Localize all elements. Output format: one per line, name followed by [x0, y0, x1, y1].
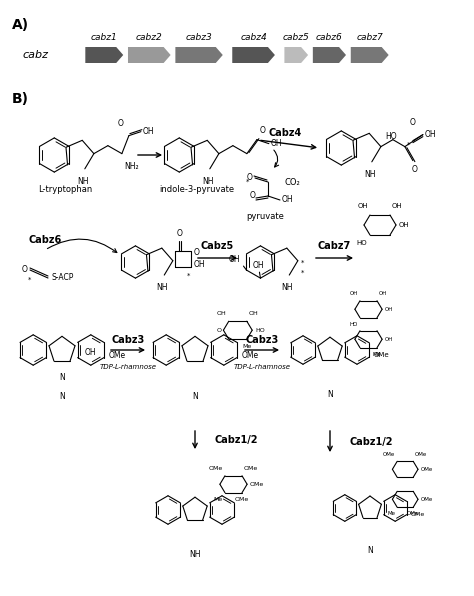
Text: O: O — [247, 173, 253, 182]
Text: O: O — [412, 164, 418, 173]
Text: *: * — [301, 270, 304, 276]
Text: O: O — [177, 229, 183, 238]
Text: NH: NH — [282, 283, 293, 292]
Text: HO: HO — [356, 240, 367, 246]
Text: OH: OH — [399, 222, 410, 228]
Text: cabz6: cabz6 — [316, 33, 343, 42]
Text: NH: NH — [156, 283, 168, 292]
Text: O: O — [22, 265, 28, 275]
Text: Me: Me — [387, 511, 395, 516]
Text: OH: OH — [217, 311, 227, 316]
Text: HO: HO — [385, 132, 397, 141]
Text: cabz7: cabz7 — [356, 33, 383, 42]
Text: Me: Me — [242, 344, 251, 349]
Text: OH: OH — [385, 337, 393, 342]
Text: TDP-L-rhamnose: TDP-L-rhamnose — [100, 364, 156, 370]
Text: HO: HO — [255, 328, 265, 333]
Text: OMe: OMe — [109, 351, 126, 360]
Text: Cabz7: Cabz7 — [318, 241, 351, 251]
Text: N: N — [327, 390, 333, 399]
Text: OMe: OMe — [421, 497, 433, 502]
Text: OMe: OMe — [407, 511, 419, 516]
Text: OMe: OMe — [242, 351, 259, 360]
Text: *: * — [301, 260, 304, 266]
Polygon shape — [232, 47, 275, 63]
Text: N: N — [59, 373, 65, 382]
Text: OH: OH — [194, 260, 205, 269]
Text: O: O — [250, 191, 256, 200]
Text: OH: OH — [350, 291, 358, 296]
Text: OH: OH — [271, 139, 283, 148]
Text: N: N — [192, 392, 198, 401]
Text: OMe: OMe — [244, 465, 258, 471]
Text: OH: OH — [357, 203, 368, 209]
Text: N: N — [367, 546, 373, 555]
Text: OH: OH — [379, 291, 387, 296]
Text: cabz2: cabz2 — [136, 33, 163, 42]
Text: *: * — [187, 273, 191, 279]
Text: OMe: OMe — [250, 482, 264, 487]
Text: *: * — [407, 142, 410, 148]
Text: Cabz5: Cabz5 — [201, 241, 234, 251]
Text: OMe: OMe — [421, 467, 433, 472]
Text: O: O — [217, 328, 221, 333]
Text: CO₂: CO₂ — [285, 178, 301, 187]
Text: O: O — [118, 119, 124, 128]
Text: Cabz1/2: Cabz1/2 — [215, 435, 258, 445]
Text: OH: OH — [253, 261, 264, 270]
Text: NH₂: NH₂ — [124, 162, 138, 170]
Polygon shape — [313, 47, 346, 63]
Text: Me: Me — [214, 496, 223, 502]
Text: OH: OH — [392, 203, 402, 209]
Text: OH: OH — [229, 255, 240, 264]
Text: OMe: OMe — [374, 352, 389, 358]
Text: indole-3-pyruvate: indole-3-pyruvate — [159, 185, 235, 194]
Text: OMe: OMe — [410, 512, 425, 517]
Text: Cabz3: Cabz3 — [246, 335, 279, 345]
Text: cabz5: cabz5 — [283, 33, 310, 42]
Text: OMe: OMe — [209, 465, 223, 471]
Text: OMe: OMe — [415, 452, 428, 457]
Polygon shape — [85, 47, 123, 63]
Text: S-ACP: S-ACP — [52, 274, 74, 283]
Text: OH: OH — [143, 127, 155, 136]
Text: B): B) — [12, 92, 29, 106]
Text: NH: NH — [189, 550, 201, 559]
Text: O: O — [410, 117, 416, 126]
Text: Cabz1/2: Cabz1/2 — [350, 437, 393, 447]
Text: *: * — [28, 277, 32, 283]
Text: NH: NH — [202, 177, 214, 186]
Text: NH: NH — [77, 177, 89, 186]
Text: HO: HO — [350, 322, 358, 327]
Polygon shape — [175, 47, 223, 63]
Text: OMe: OMe — [383, 452, 395, 457]
Text: OH: OH — [249, 311, 258, 316]
Text: *: * — [246, 179, 250, 185]
Text: TDP-L-rhamnose: TDP-L-rhamnose — [234, 364, 291, 370]
Text: cabz4: cabz4 — [240, 33, 267, 42]
Text: cabz3: cabz3 — [186, 33, 212, 42]
Polygon shape — [128, 47, 171, 63]
Text: OH: OH — [385, 307, 393, 312]
Text: cabz1: cabz1 — [91, 33, 118, 42]
Text: A): A) — [12, 18, 29, 32]
Text: Cabz6: Cabz6 — [28, 235, 62, 245]
Text: O: O — [260, 126, 266, 135]
Text: Cabz3: Cabz3 — [111, 335, 145, 345]
Text: O: O — [194, 248, 200, 257]
Text: pyruvate: pyruvate — [246, 212, 284, 221]
Text: Cabz4: Cabz4 — [268, 128, 301, 138]
Polygon shape — [284, 47, 308, 63]
Text: OH: OH — [425, 130, 437, 139]
Text: N: N — [59, 392, 65, 401]
Polygon shape — [351, 47, 389, 63]
Text: OH: OH — [85, 348, 97, 357]
Text: NH: NH — [364, 170, 375, 179]
Text: OH: OH — [282, 195, 293, 204]
Text: OMe: OMe — [235, 496, 249, 502]
Text: Me: Me — [373, 352, 381, 357]
Text: L-tryptophan: L-tryptophan — [38, 185, 92, 194]
Text: cabz: cabz — [22, 50, 48, 60]
